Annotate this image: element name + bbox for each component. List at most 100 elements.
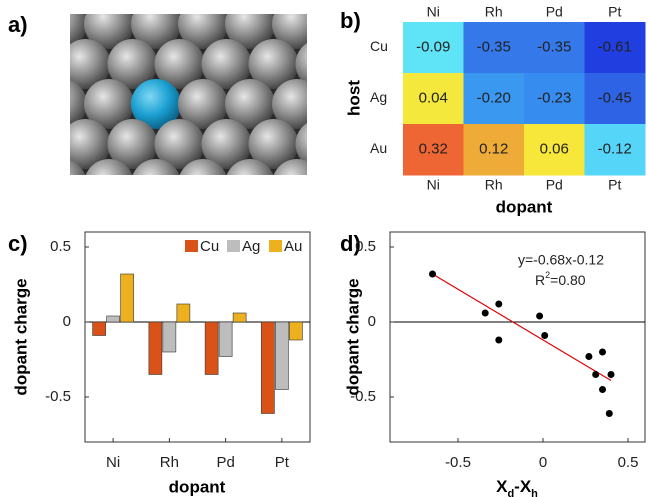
r-squared-part: =0.80 <box>550 272 586 288</box>
x-tick-label: 0.5 <box>618 454 639 471</box>
legend-swatch <box>185 240 198 252</box>
atom <box>37 159 87 209</box>
atom <box>14 0 64 9</box>
y-axis-title: dopant charge <box>343 278 362 395</box>
atom <box>225 159 275 209</box>
point <box>585 353 592 360</box>
atom <box>61 0 111 9</box>
point <box>599 386 606 393</box>
row-label: Au <box>370 140 387 156</box>
sphere-lattice <box>0 0 393 249</box>
bar <box>177 304 190 322</box>
atom <box>84 159 134 209</box>
point <box>495 337 502 344</box>
legend-swatch <box>227 240 240 252</box>
point <box>482 310 489 317</box>
bar <box>275 322 288 390</box>
bar <box>149 322 162 375</box>
x-tick-label: Rh <box>160 454 179 471</box>
bar <box>163 322 176 352</box>
fit-line <box>433 274 612 381</box>
col-label-top: Ni <box>427 4 440 20</box>
col-label-bottom: Pd <box>546 177 563 193</box>
x-axis-title-part: d <box>507 488 514 497</box>
y-tick-label: 0.5 <box>50 238 71 255</box>
x-tick-label: 0 <box>539 454 547 471</box>
x-tick-label: -0.5 <box>445 454 471 471</box>
x-tick-label: Ni <box>106 454 120 471</box>
legend-label: Ag <box>242 238 260 255</box>
col-label-bottom: Rh <box>485 177 503 193</box>
y-axis-title: dopant charge <box>11 278 30 395</box>
bar <box>93 322 106 336</box>
cell-label: -0.45 <box>598 89 632 106</box>
y-tick-label: 0 <box>63 313 71 330</box>
point <box>536 313 543 320</box>
row-label: Cu <box>370 38 388 54</box>
panel-label: b) <box>340 8 361 33</box>
cell-label: 0.04 <box>419 89 448 106</box>
point <box>592 371 599 378</box>
atom <box>202 0 252 9</box>
x-axis-title: Xd-Xh <box>496 477 538 497</box>
atom <box>108 0 158 9</box>
cell-label: 0.06 <box>540 140 569 157</box>
bar <box>107 316 120 322</box>
atom <box>272 159 322 209</box>
atom <box>131 159 181 209</box>
bar <box>233 313 246 322</box>
point <box>606 410 613 417</box>
atom <box>319 159 369 209</box>
atom <box>108 199 158 249</box>
atom <box>0 159 40 209</box>
col-label-top: Pt <box>608 4 621 20</box>
legend-label: Au <box>284 238 302 255</box>
point <box>608 371 615 378</box>
x-tick-label: Pt <box>275 454 290 471</box>
bar <box>219 322 232 357</box>
bar <box>289 322 302 340</box>
x-axis-title: dopant <box>169 477 226 496</box>
point <box>495 301 502 308</box>
legend-swatch <box>269 240 282 252</box>
cell-label: -0.35 <box>537 38 571 55</box>
cell-label: -0.35 <box>477 38 511 55</box>
cell-label: -0.23 <box>537 89 571 106</box>
atom <box>296 199 346 249</box>
cell-label: -0.61 <box>598 38 632 55</box>
fit-equation: y=-0.68x-0.12 <box>518 252 604 268</box>
x-axis-title: dopant <box>496 197 553 216</box>
atom <box>249 0 299 9</box>
cell-label: -0.09 <box>416 38 450 55</box>
col-label-top: Rh <box>485 4 503 20</box>
y-tick-label: -0.5 <box>45 388 71 405</box>
y-tick-label: 0.5 <box>355 238 376 255</box>
legend-label: Cu <box>200 238 219 255</box>
x-tick-label: Pd <box>216 454 234 471</box>
y-tick-label: 0 <box>368 313 376 330</box>
x-axis-title-part: X <box>496 477 508 496</box>
atom <box>296 0 346 9</box>
panel-label: a) <box>8 12 28 37</box>
x-axis-title-part: -X <box>514 477 532 496</box>
point <box>599 349 606 356</box>
r-squared-part: R <box>535 272 545 288</box>
atom <box>155 0 205 9</box>
point <box>429 271 436 278</box>
cell-label: -0.12 <box>598 140 632 157</box>
atom <box>14 39 64 89</box>
y-axis-title: host <box>344 80 363 116</box>
col-label-top: Pd <box>546 4 563 20</box>
cell-label: 0.12 <box>479 140 508 157</box>
panel-label: c) <box>8 231 28 256</box>
bar <box>261 322 274 414</box>
col-label-bottom: Pt <box>608 177 621 193</box>
bar <box>121 274 134 322</box>
bar <box>205 322 218 375</box>
row-label: Ag <box>370 89 387 105</box>
col-label-bottom: Ni <box>427 177 440 193</box>
cell-label: -0.20 <box>477 89 511 106</box>
x-axis-title-part: h <box>531 488 538 497</box>
figure: a) b) c) d) Cu-0.09-0.35-0.35-0.61Ag0.04… <box>0 0 648 497</box>
atom <box>0 79 40 129</box>
